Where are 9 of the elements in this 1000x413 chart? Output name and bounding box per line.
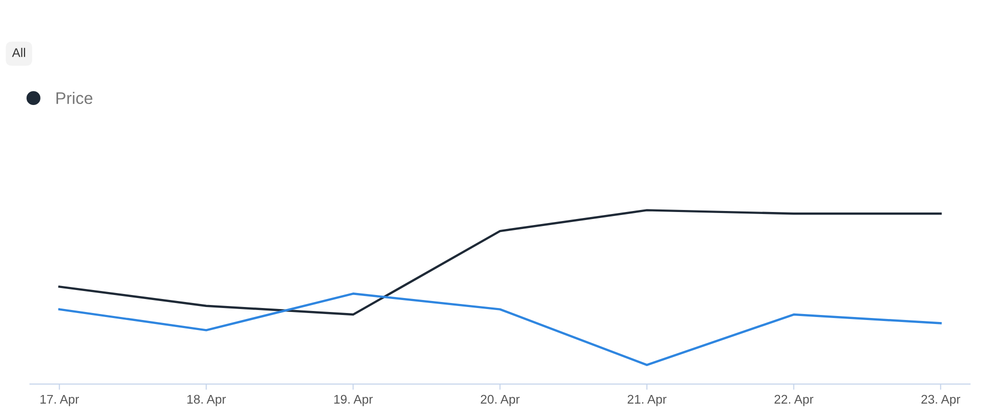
legend-label: Price	[56, 92, 92, 104]
x-tick-label: 23. Apr	[921, 394, 960, 406]
x-tick-label: 21. Apr	[628, 394, 666, 406]
x-tick-label: 17. Apr	[40, 394, 79, 406]
x-tick-label: 20. Apr	[480, 394, 520, 406]
text: All	[12, 48, 26, 57]
x-tick-label: 22. Apr	[774, 394, 814, 406]
x-tick-label: 19. Apr	[334, 394, 373, 406]
x-tick-label: 18. Apr	[187, 394, 226, 406]
